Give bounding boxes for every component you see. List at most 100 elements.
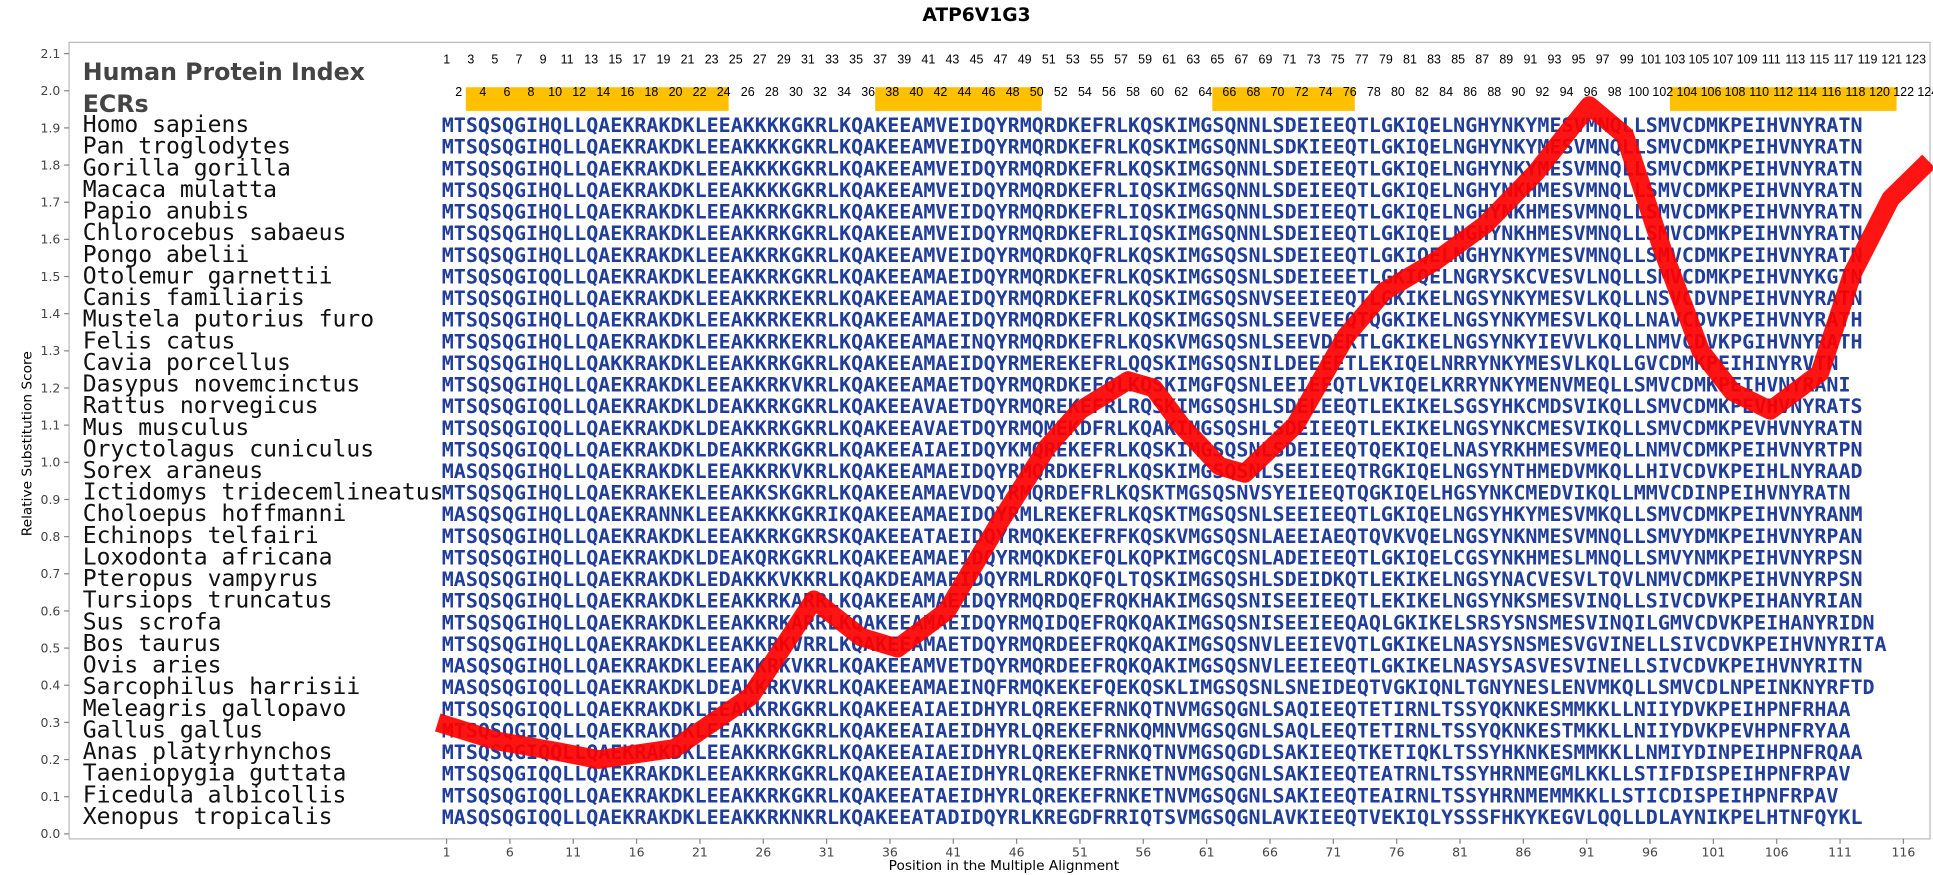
species-name: Ovis aries bbox=[83, 653, 222, 679]
sequence: MTSQSQGIHQLLQAEKRAKDKLEEAKKRKARRLKQAKEEA… bbox=[442, 589, 1863, 613]
position-number: 64 bbox=[1198, 85, 1212, 99]
sequence: MTSQSQGIHQLLQAEKRAKDKLEEAKKRKEKRLKQAKEEA… bbox=[442, 329, 1863, 353]
position-number: 95 bbox=[1572, 53, 1586, 67]
position-number: 90 bbox=[1511, 85, 1525, 99]
species-name: Sus scrofa bbox=[83, 609, 222, 635]
position-number: 6 bbox=[503, 85, 510, 99]
sequence: MTSQSQGIHQLLQAEKRAKDKLEEAKKKKGKRLKQAKEEA… bbox=[442, 113, 1863, 137]
position-number: 3 bbox=[467, 53, 474, 67]
x-tick-label: 61 bbox=[1199, 844, 1215, 859]
ecr-bar bbox=[465, 87, 729, 111]
sequence: MTSQSQGIQQLLQAEKRAKDKLDEAKKRKGKRLKQAKEEA… bbox=[442, 416, 1863, 440]
plot-frame bbox=[68, 41, 1931, 840]
x-tick-label: 46 bbox=[1009, 844, 1025, 859]
x-tick-label: 51 bbox=[1072, 844, 1088, 859]
position-number: 38 bbox=[885, 85, 899, 99]
position-number: 111 bbox=[1762, 53, 1781, 67]
position-number: 52 bbox=[1054, 85, 1068, 99]
position-number: 96 bbox=[1584, 85, 1598, 99]
species-name: Pan troglodytes bbox=[83, 134, 291, 160]
position-number: 17 bbox=[632, 53, 646, 67]
ecr-bar bbox=[875, 87, 1042, 111]
position-number: 62 bbox=[1174, 85, 1188, 99]
position-number: 80 bbox=[1391, 85, 1405, 99]
species-name: Echinops telfairi bbox=[83, 523, 319, 549]
y-tick-label: 1.9 bbox=[41, 120, 61, 135]
x-tick-label: 106 bbox=[1765, 844, 1789, 859]
position-number: 69 bbox=[1259, 53, 1273, 67]
sequence: MASQSQGIHQLLQAEKRAKDKLEEAKKRKVKRLKQAKEEA… bbox=[442, 459, 1863, 483]
position-number: 123 bbox=[1905, 53, 1926, 67]
position-number: 43 bbox=[946, 53, 960, 67]
x-tick-label: 56 bbox=[1135, 844, 1151, 859]
position-number: 25 bbox=[729, 53, 743, 67]
position-number: 49 bbox=[1018, 53, 1032, 67]
position-number: 26 bbox=[741, 85, 755, 99]
header: Human Protein Index bbox=[83, 58, 365, 86]
x-tick-label: 111 bbox=[1828, 844, 1852, 859]
species-name: Gorilla gorilla bbox=[83, 155, 291, 181]
sequence: MTSQSQGIQQLLQAEKRAKDKLEEAKKRKGKRLKQAKEEA… bbox=[442, 762, 1851, 786]
species-name: Canis familiaris bbox=[83, 285, 305, 311]
position-number: 36 bbox=[861, 85, 875, 99]
species-name: Otolemur garnettii bbox=[83, 263, 333, 289]
position-number: 118 bbox=[1846, 85, 1866, 99]
position-number: 98 bbox=[1608, 85, 1622, 99]
x-axis-label: Position in the Multiple Alignment bbox=[889, 858, 1120, 874]
position-number: 29 bbox=[777, 53, 791, 67]
x-tick-label: 116 bbox=[1892, 844, 1916, 859]
species-name: Chlorocebus sabaeus bbox=[83, 220, 347, 246]
sequence: MTSQSQGIQQLLQAEKRAKDKLDEAKKRKGKRLKQAKEEA… bbox=[442, 437, 1863, 461]
sequence: MTSQSQGIHQLLQAEKRAKDKLEEAKKKKGKRLKQAKEEA… bbox=[442, 135, 1863, 159]
position-number: 40 bbox=[909, 85, 923, 99]
position-number: 47 bbox=[994, 53, 1008, 67]
position-number: 11 bbox=[561, 53, 574, 67]
position-number: 102 bbox=[1652, 85, 1673, 99]
sequence: MTSQSQGIQQLLQAEKRAKDKLEEAKKRKGKRLKQAKEEA… bbox=[442, 697, 1851, 721]
sequence: MTSQSQGIHQLLQAEKRAKDKLEEAKKRKEKRLKQAKEEA… bbox=[442, 286, 1863, 310]
species-name: Choloepus hoffmanni bbox=[83, 501, 347, 527]
position-number: 86 bbox=[1463, 85, 1477, 99]
position-number: 7 bbox=[516, 53, 523, 67]
species-name: Mustela putorius furo bbox=[83, 307, 374, 333]
score-line bbox=[434, 96, 1933, 769]
position-number: 117 bbox=[1834, 53, 1854, 67]
position-number: 32 bbox=[813, 85, 827, 99]
position-number: 30 bbox=[789, 85, 803, 99]
position-number: 114 bbox=[1797, 85, 1817, 99]
y-tick-label: 0.7 bbox=[41, 566, 61, 581]
position-number: 101 bbox=[1640, 53, 1661, 67]
position-number: 83 bbox=[1427, 53, 1441, 67]
position-number: 105 bbox=[1689, 53, 1710, 67]
x-tick-label: 41 bbox=[945, 844, 961, 859]
species-name: Tursiops truncatus bbox=[83, 588, 333, 614]
position-number: 22 bbox=[693, 85, 707, 99]
sequence: MTSQSQGIQQLLQAEKRAKDKLEEAKKRKGKRLKQAKEEA… bbox=[442, 783, 1839, 807]
position-number: 20 bbox=[669, 85, 683, 99]
position-number: 89 bbox=[1499, 53, 1513, 67]
position-number: 46 bbox=[982, 85, 996, 99]
position-number: 81 bbox=[1403, 53, 1417, 67]
y-tick-label: 1.5 bbox=[41, 269, 61, 284]
position-number: 110 bbox=[1749, 85, 1769, 99]
y-tick-label: 1.0 bbox=[41, 455, 61, 470]
position-number: 5 bbox=[491, 53, 498, 67]
position-number: 16 bbox=[620, 85, 634, 99]
sequence: MTSQSQGIHQLLQAEKRAKDKLEEAKKRKEKRLKQAKEEA… bbox=[442, 308, 1863, 332]
y-tick-label: 0.6 bbox=[41, 603, 61, 618]
species-name: Bos taurus bbox=[83, 631, 222, 657]
position-number: 15 bbox=[608, 53, 622, 67]
position-number: 84 bbox=[1439, 85, 1453, 99]
species-name: Taeniopygia guttata bbox=[83, 761, 347, 787]
position-number: 4 bbox=[479, 85, 486, 99]
species-name: Mus musculus bbox=[83, 415, 250, 441]
chart-title: ATP6V1G3 bbox=[922, 5, 1030, 26]
position-number: 19 bbox=[657, 53, 671, 67]
x-tick-label: 31 bbox=[819, 844, 835, 859]
position-number: 13 bbox=[584, 53, 598, 67]
position-number: 75 bbox=[1331, 53, 1345, 67]
x-tick-label: 96 bbox=[1642, 844, 1658, 859]
position-number: 58 bbox=[1126, 85, 1140, 99]
